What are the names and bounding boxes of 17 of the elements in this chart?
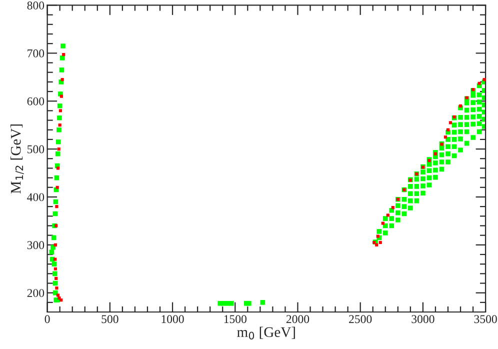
- y-tick-label: 700: [28, 49, 44, 58]
- y-tick-label: 500: [28, 145, 44, 154]
- x-tick-label: 2500: [349, 315, 372, 324]
- x-tick-label: 1500: [224, 315, 246, 324]
- y-axis-title: M$_{1/2}$ [GeV]: [10, 124, 24, 194]
- x-axis-title: m$_{0}$ [GeV]: [237, 326, 295, 340]
- x-tick-label: 2000: [286, 315, 310, 324]
- x-tick-label: 1000: [162, 315, 184, 324]
- y-tick-label: 600: [27, 97, 44, 106]
- x-tick-label: 3000: [412, 315, 434, 324]
- x-tick-label: 500: [102, 315, 118, 324]
- y-tick-label: 800: [27, 1, 44, 10]
- x-tick-label: 3500: [474, 315, 497, 324]
- x-tick-label: 0: [44, 315, 50, 324]
- y-tick-label: 200: [27, 289, 44, 298]
- y-tick-label: 400: [27, 193, 44, 202]
- y-tick-label: 300: [27, 241, 44, 250]
